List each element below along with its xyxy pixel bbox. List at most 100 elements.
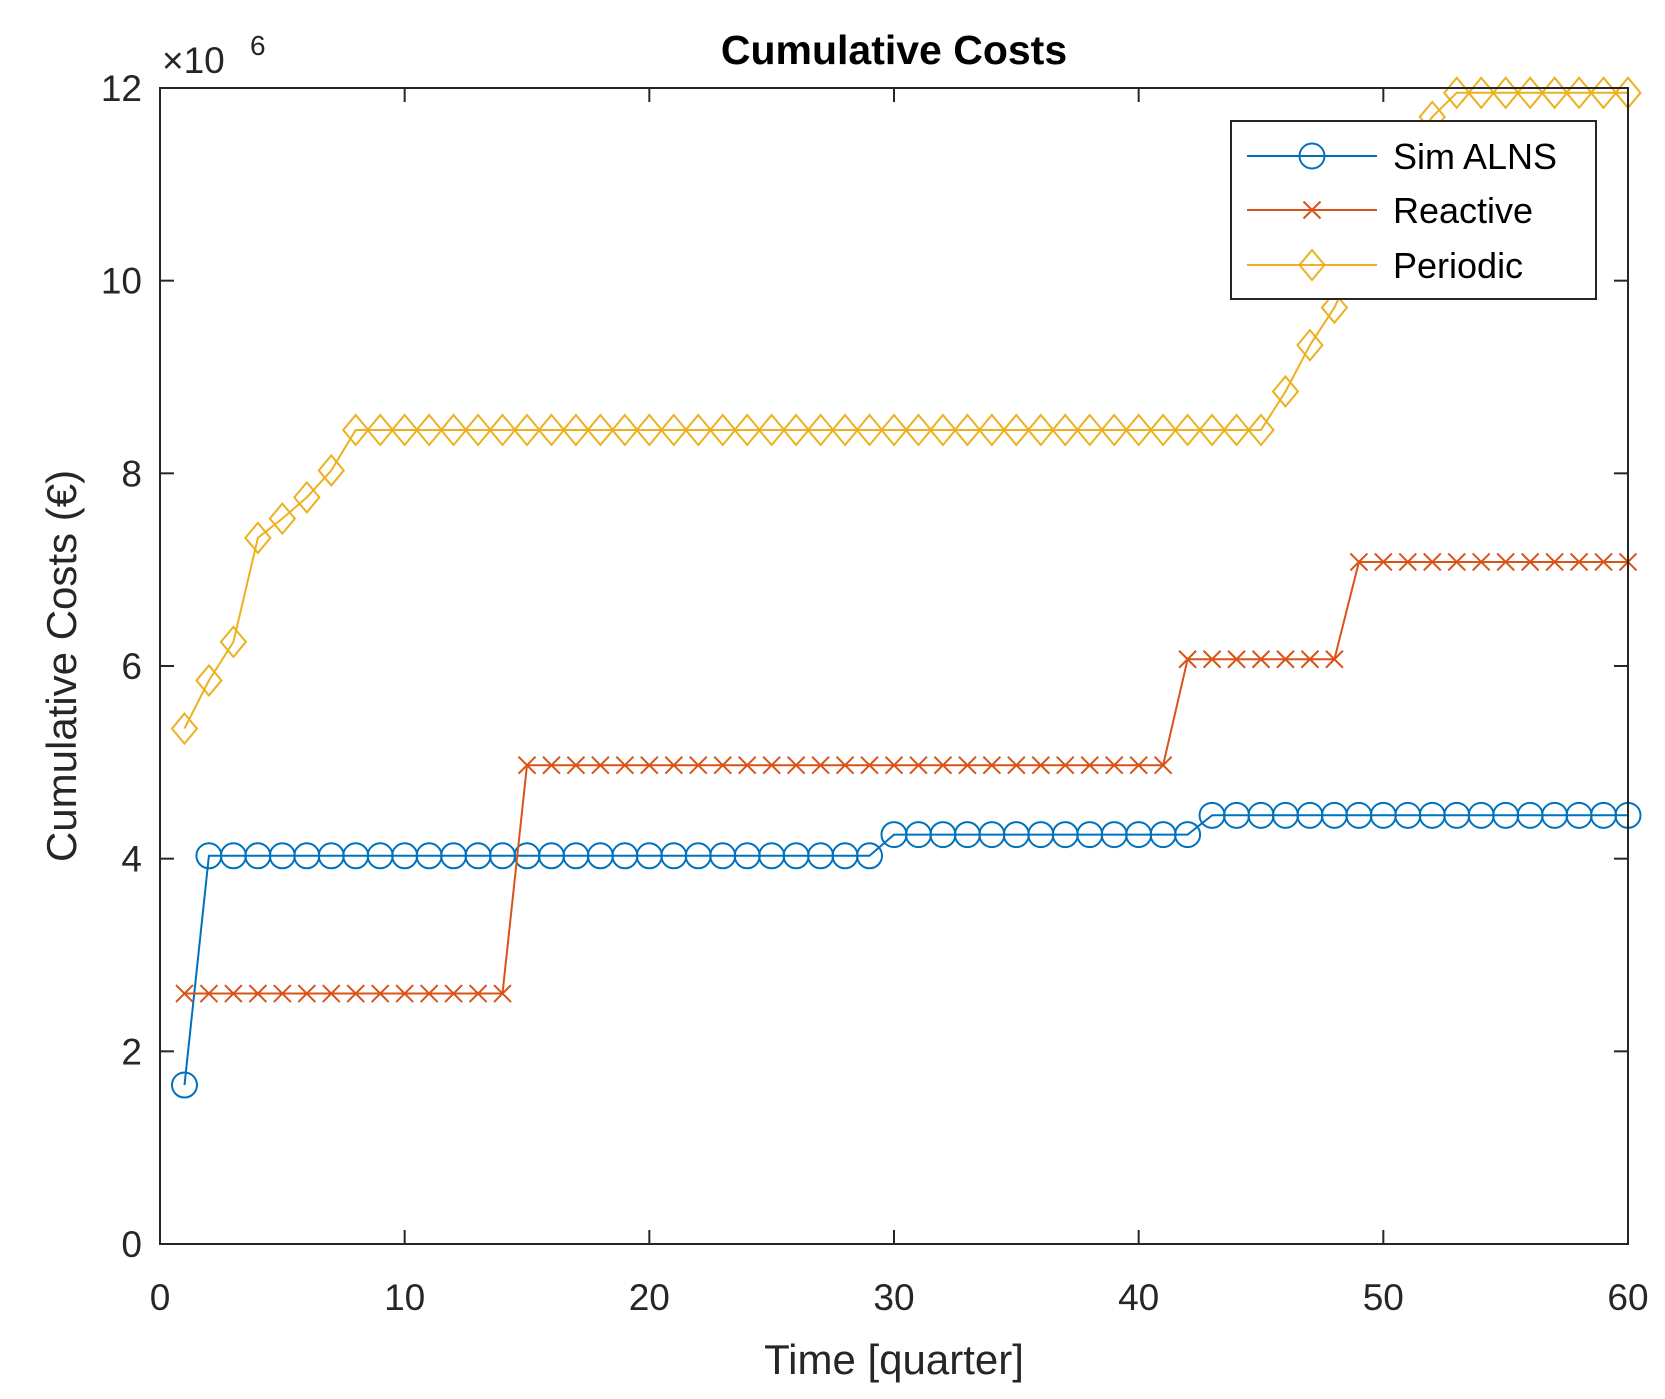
series-reactive	[175, 552, 1638, 1003]
chart-title: Cumulative Costs	[721, 27, 1067, 73]
data-point	[591, 756, 610, 775]
data-point	[517, 756, 537, 775]
data-point	[640, 756, 659, 775]
data-point	[1031, 756, 1051, 775]
data-point	[444, 984, 463, 1003]
data-point	[562, 413, 590, 447]
data-point	[292, 480, 321, 514]
data-point	[860, 756, 879, 775]
data-point	[1276, 650, 1295, 669]
y-tick-label: 10	[101, 261, 142, 302]
data-point	[855, 413, 884, 447]
data-point	[1178, 650, 1197, 669]
data-point	[884, 756, 904, 775]
data-point	[782, 413, 810, 447]
y-tick-label: 12	[101, 68, 142, 109]
data-point	[659, 413, 688, 447]
data-point	[635, 413, 664, 447]
legend-label-periodic: Periodic	[1393, 245, 1523, 286]
data-point	[537, 413, 566, 447]
data-point	[1296, 328, 1324, 362]
data-point	[1325, 650, 1344, 669]
data-point	[982, 756, 1002, 775]
data-point	[933, 756, 953, 775]
data-point	[929, 413, 957, 447]
y-exponent-power: 6	[250, 30, 266, 61]
y-tick-label: 8	[121, 453, 142, 494]
data-point	[273, 984, 292, 1003]
x-tick-label: 0	[150, 1277, 171, 1318]
data-point	[713, 756, 732, 775]
data-point	[786, 756, 806, 775]
legend-marker-periodic	[1298, 248, 1326, 282]
data-point	[170, 712, 199, 746]
data-point	[1398, 552, 1418, 572]
legend-marker-sim-alns	[1298, 142, 1326, 170]
legend-marker-reactive	[1302, 200, 1322, 220]
data-point	[513, 413, 541, 447]
data-point	[1080, 756, 1099, 775]
data-point	[244, 521, 272, 555]
data-point	[248, 984, 268, 1003]
data-point	[1056, 756, 1075, 775]
data-point	[684, 413, 713, 447]
data-point	[415, 413, 443, 447]
data-point	[1374, 552, 1393, 572]
data-point	[1594, 552, 1613, 572]
data-point	[1271, 374, 1300, 409]
data-point	[1520, 552, 1540, 572]
data-point	[1222, 413, 1251, 447]
data-point	[737, 756, 757, 775]
legend-marker-symbol	[1298, 142, 1326, 170]
data-point	[1149, 413, 1177, 447]
data-point	[1320, 291, 1349, 325]
data-point	[1198, 413, 1226, 447]
data-point	[1496, 552, 1515, 572]
data-point	[175, 984, 194, 1003]
data-point	[831, 413, 859, 447]
data-point	[322, 984, 341, 1003]
x-tick-label: 40	[1118, 1277, 1159, 1318]
data-point	[542, 756, 561, 775]
data-point	[395, 984, 414, 1003]
series-line	[184, 561, 1628, 995]
data-point	[1202, 650, 1222, 669]
x-tick-label: 60	[1607, 1277, 1648, 1318]
legend-label-sim-alns: Sim ALNS	[1393, 136, 1557, 177]
data-point	[757, 413, 786, 447]
data-point	[370, 984, 390, 1003]
data-point	[1174, 821, 1202, 849]
data-point	[268, 502, 297, 536]
data-point	[464, 413, 492, 447]
x-axis-label: Time [quarter]	[764, 1336, 1024, 1383]
data-point	[346, 984, 365, 1003]
data-point	[224, 984, 243, 1003]
data-point	[880, 413, 908, 447]
data-point	[1104, 756, 1124, 775]
data-point	[366, 413, 395, 447]
data-point	[1124, 413, 1153, 447]
data-point	[488, 413, 517, 447]
data-point	[904, 413, 933, 447]
data-point	[1447, 552, 1466, 572]
data-point	[909, 756, 928, 775]
ticks-layer	[159, 87, 1629, 1245]
x-tick-label: 20	[629, 1277, 670, 1318]
data-point	[689, 756, 708, 775]
data-point	[566, 756, 586, 775]
legend-label-reactive: Reactive	[1393, 190, 1533, 231]
data-point	[1100, 413, 1129, 447]
data-point	[1007, 756, 1026, 775]
data-point	[1173, 413, 1202, 447]
data-point	[317, 453, 346, 488]
data-point	[762, 756, 781, 775]
data-point	[1002, 413, 1031, 447]
data-point	[493, 984, 512, 1003]
data-point	[219, 625, 248, 659]
data-point	[811, 756, 830, 775]
data-point	[1349, 552, 1369, 572]
data-point	[1129, 756, 1148, 775]
data-point	[1300, 650, 1320, 669]
legend-marker-symbol	[1298, 248, 1326, 282]
data-point	[1227, 650, 1246, 669]
